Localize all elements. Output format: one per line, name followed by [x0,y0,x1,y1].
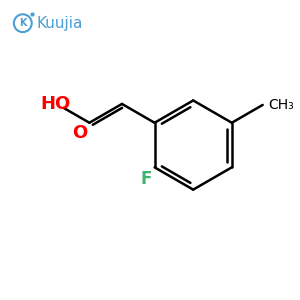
Text: CH₃: CH₃ [268,98,294,112]
Text: Kuujia: Kuujia [37,16,83,31]
Text: HO: HO [40,95,71,113]
Text: O: O [72,124,87,142]
Text: K: K [19,18,26,28]
Text: F: F [141,170,152,188]
